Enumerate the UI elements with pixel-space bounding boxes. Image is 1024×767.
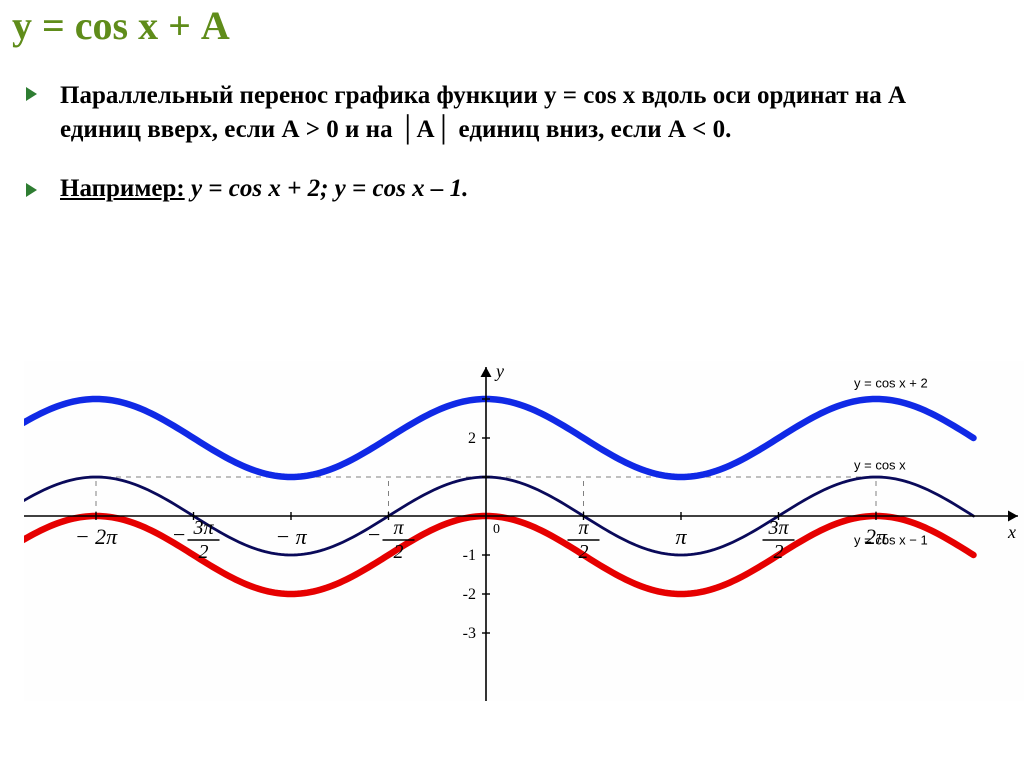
xtick-label: π [675,524,687,549]
example-text: Например: y = cos x + 2; y = cos x – 1. [60,175,984,203]
svg-text:2: 2 [774,541,784,563]
svg-text:−: − [172,522,187,547]
svg-text:−: − [367,522,382,547]
x-axis-label: x [1007,522,1016,542]
paragraph-block: Параллельный перенос графика функции y =… [60,79,984,147]
xtick-label: − π [275,524,307,549]
svg-text:π: π [578,517,589,539]
ytick-label: -1 [463,547,476,564]
svg-text:3π: 3π [192,517,214,539]
svg-text:3π: 3π [767,517,789,539]
bullet-icon [26,183,37,197]
svg-text:2: 2 [394,541,404,563]
example-lead: Например: [60,175,185,202]
paragraph-text: Параллельный перенос графика функции y =… [60,79,984,147]
xtick-label: − 2π [75,524,118,549]
ytick-label: -3 [463,625,476,642]
svg-text:2: 2 [199,541,209,563]
content-area: Параллельный перенос графика функции y =… [0,57,1024,203]
svg-text:2: 2 [579,541,589,563]
page-title: y = cos x + А [0,0,1024,57]
series-label: y = cos x − 1 [854,532,928,547]
bullet-icon [26,87,37,101]
example-funcs: y = cos x + 2; y = cos x – 1. [185,175,469,202]
svg-text:π: π [393,517,404,539]
y-axis-label: y [494,361,504,381]
series-label: y = cos x [854,457,906,472]
origin-label: 0 [493,522,500,537]
cosine-shift-chart: yx02-1-2-3− 2π−3π2− π−π2π2π3π22πy = cos … [24,361,1024,701]
ytick-label: 2 [468,430,476,447]
series-label: y = cos x + 2 [854,375,928,390]
chart-container: yx02-1-2-3− 2π−3π2− π−π2π2π3π22πy = cos … [24,361,1024,701]
example-block: Например: y = cos x + 2; y = cos x – 1. [60,175,984,203]
ytick-label: -2 [463,586,476,603]
